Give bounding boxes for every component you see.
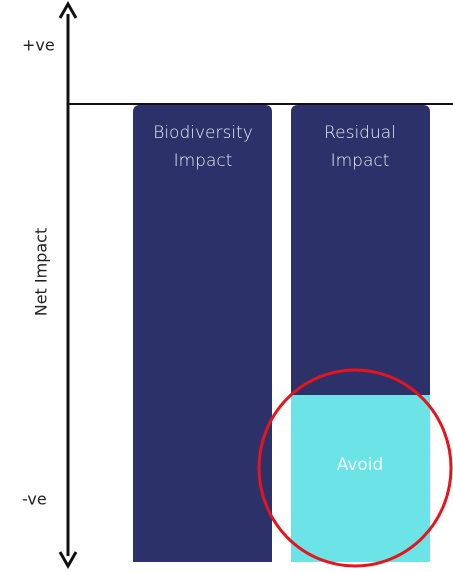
highlight-circle (257, 368, 453, 568)
bar-label: Biodiversity (153, 123, 253, 143)
bar-label: Impact (331, 151, 390, 171)
segment-label: Avoid (337, 455, 384, 475)
axis-arrow-top (58, 0, 78, 19)
biodiversity-impact-bar (133, 105, 272, 562)
avoid-segment (291, 395, 430, 562)
axis-arrow-bottom (58, 551, 78, 570)
axis-title: Net Impact (32, 228, 51, 317)
bar-label: Impact (174, 151, 233, 171)
residual-impact-bar (291, 105, 430, 395)
bar-label: Residual (324, 123, 396, 143)
positive-label: +ve (22, 36, 55, 55)
negative-label: -ve (22, 490, 47, 509)
